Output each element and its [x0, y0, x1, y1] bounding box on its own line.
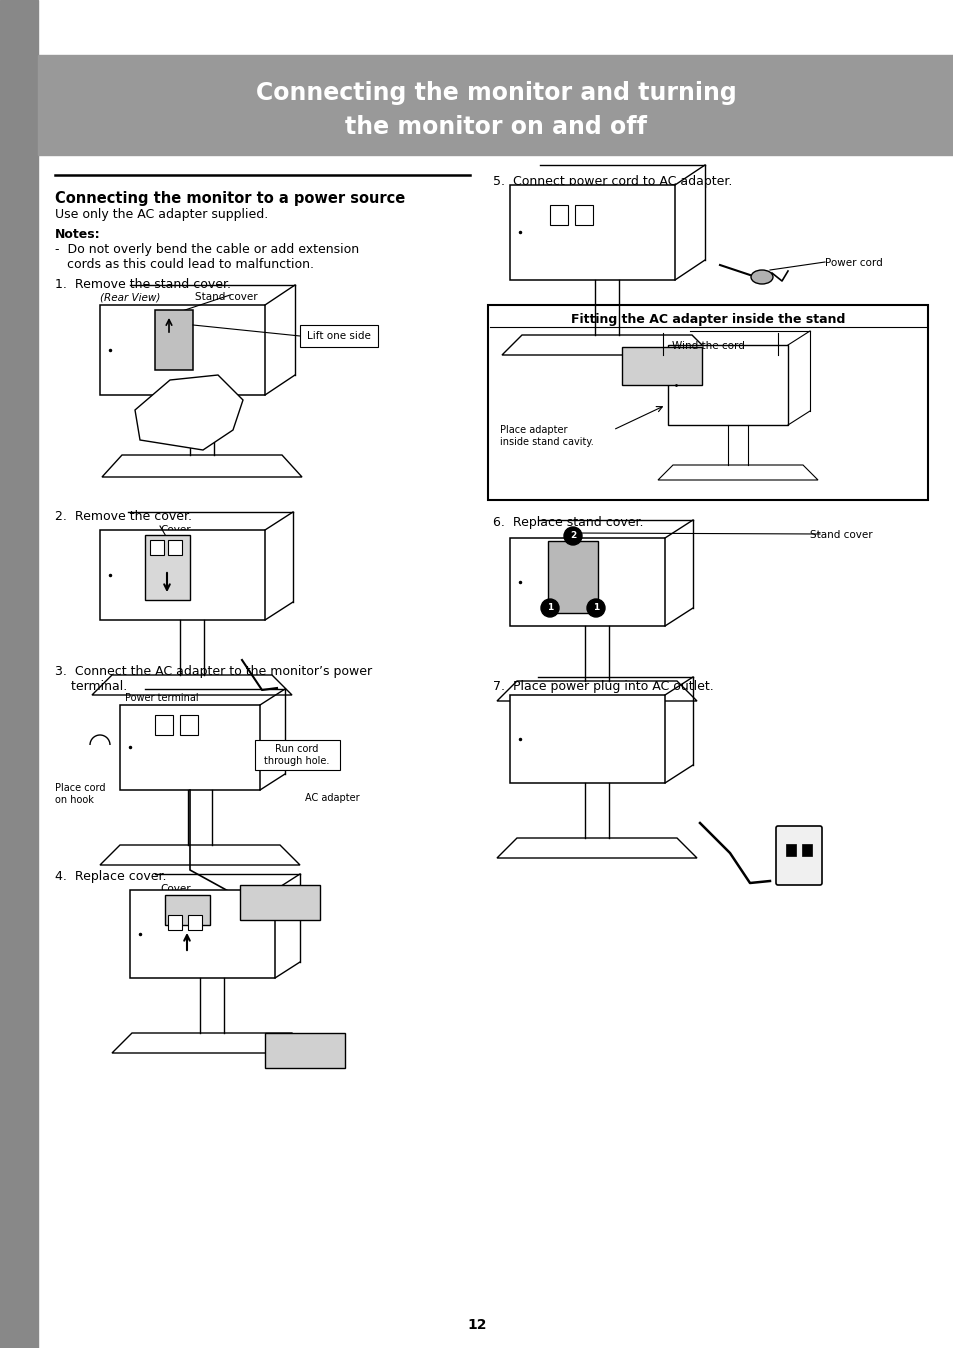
Bar [550, 205, 567, 225]
Bar [785, 844, 795, 856]
Bar [488, 305, 927, 500]
Bar [120, 705, 260, 790]
Bar [240, 886, 319, 919]
Bar [165, 895, 210, 925]
Circle shape [563, 527, 581, 545]
Text: the monitor on and off: the monitor on and off [345, 115, 646, 139]
Bar [510, 696, 664, 783]
Text: Connecting the monitor to a power source: Connecting the monitor to a power source [55, 191, 405, 206]
Text: Lift one side: Lift one side [307, 332, 371, 341]
Text: Place cord
on hook: Place cord on hook [55, 783, 106, 805]
Text: Cover: Cover [160, 884, 191, 894]
Bar [168, 915, 182, 930]
Bar [621, 346, 701, 386]
Bar [130, 890, 274, 979]
Text: Power cord: Power cord [824, 257, 882, 268]
Bar [38, 55, 953, 155]
Polygon shape [135, 375, 243, 450]
Text: 2: 2 [569, 531, 576, 541]
Text: 1: 1 [592, 604, 598, 612]
Bar [299, 325, 377, 346]
Circle shape [540, 599, 558, 617]
Bar [575, 205, 593, 225]
Bar [254, 740, 339, 770]
Text: 1: 1 [546, 604, 553, 612]
Bar [0, 0, 38, 1348]
Bar [801, 844, 811, 856]
Text: (Rear View): (Rear View) [100, 293, 160, 302]
Ellipse shape [750, 270, 772, 284]
Text: -  Do not overly bend the cable or add extension
   cords as this could lead to : - Do not overly bend the cable or add ex… [55, 243, 358, 271]
Text: 12: 12 [467, 1318, 486, 1332]
Bar [188, 915, 202, 930]
FancyBboxPatch shape [775, 826, 821, 886]
Text: Notes:: Notes: [55, 228, 100, 241]
Bar [100, 530, 265, 620]
Bar [547, 541, 598, 613]
Text: 2.  Remove the cover.: 2. Remove the cover. [55, 510, 192, 523]
Bar [168, 541, 182, 555]
Bar [154, 310, 193, 369]
Text: Place adapter
inside stand cavity.: Place adapter inside stand cavity. [499, 425, 593, 446]
Text: Stand cover: Stand cover [809, 530, 872, 541]
Bar [154, 714, 172, 735]
Text: Connecting the monitor and turning: Connecting the monitor and turning [255, 81, 736, 105]
Text: Stand cover: Stand cover [194, 293, 257, 302]
Text: 7.  Place power plug into AC outlet.: 7. Place power plug into AC outlet. [493, 679, 713, 693]
Text: 1.  Remove the stand cover.: 1. Remove the stand cover. [55, 278, 231, 291]
Text: Power terminal: Power terminal [125, 693, 198, 704]
Bar [265, 1033, 345, 1068]
Bar [510, 538, 664, 625]
Text: Cover: Cover [160, 524, 191, 535]
Circle shape [586, 599, 604, 617]
Text: 6.  Replace stand cover.: 6. Replace stand cover. [493, 516, 643, 528]
Bar [510, 185, 675, 280]
Text: 3.  Connect the AC adapter to the monitor’s power
    terminal.: 3. Connect the AC adapter to the monitor… [55, 665, 372, 693]
Text: Fitting the AC adapter inside the stand: Fitting the AC adapter inside the stand [570, 313, 844, 325]
Bar [100, 305, 265, 395]
Bar [667, 345, 787, 425]
Text: AC adapter: AC adapter [305, 793, 359, 803]
Bar [180, 714, 198, 735]
Text: Run cord
through hole.: Run cord through hole. [264, 744, 330, 766]
Text: 5.  Connect power cord to AC adapter.: 5. Connect power cord to AC adapter. [493, 175, 732, 187]
Bar [145, 535, 190, 600]
Text: 4.  Replace cover.: 4. Replace cover. [55, 869, 167, 883]
Text: Wind the cord: Wind the cord [671, 341, 743, 350]
Bar [150, 541, 164, 555]
Text: Use only the AC adapter supplied.: Use only the AC adapter supplied. [55, 208, 268, 221]
